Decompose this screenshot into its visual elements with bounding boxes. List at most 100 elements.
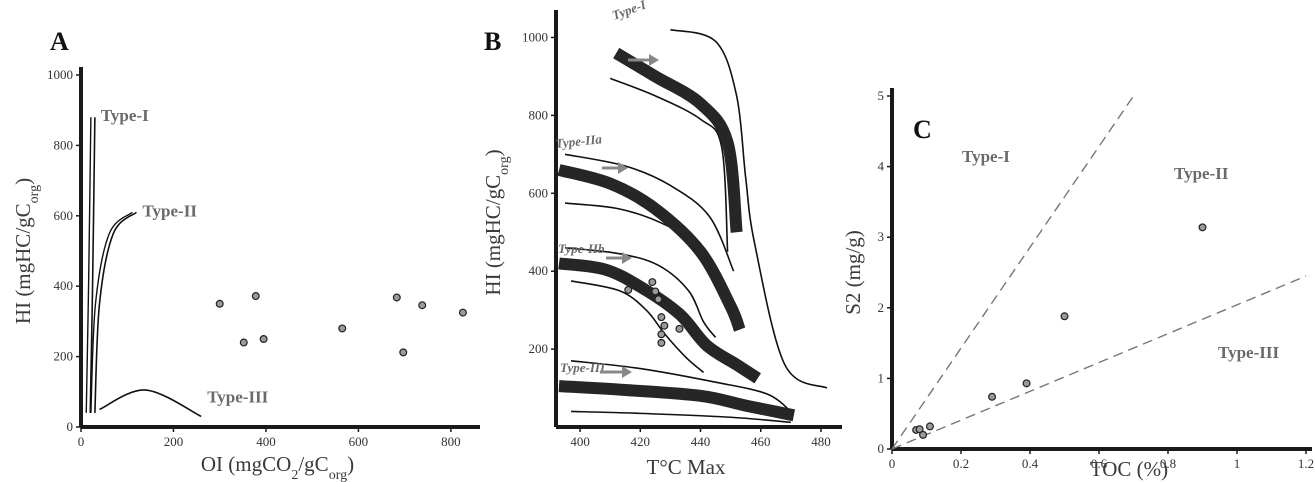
y-axis-title: HI (mgHC/gCorg): [481, 149, 512, 295]
x-tick-label: 1.2: [1298, 456, 1314, 471]
evolution-curve: [99, 389, 202, 418]
data-point: [919, 430, 928, 439]
y-tick-label: 200: [529, 341, 549, 356]
x-axis-title: OI (mgCO2/gCorg): [201, 452, 354, 482]
data-point: [239, 338, 248, 347]
y-tick-label: 1000: [47, 67, 73, 82]
y-tick-label: 1000: [522, 29, 548, 44]
y-tick-label: 0: [878, 441, 885, 456]
y-tick-label: 3: [878, 229, 885, 244]
data-point: [251, 292, 260, 301]
x-axis-title: T°C Max: [647, 455, 726, 479]
x-tick-label: 440: [691, 434, 711, 449]
x-tick-label: 480: [811, 434, 831, 449]
type-pathway: [557, 164, 746, 332]
y-tick-label: 400: [54, 278, 74, 293]
x-tick-label: 200: [164, 434, 184, 449]
x-tick-label: 0: [78, 434, 85, 449]
panel-letter: A: [50, 27, 69, 56]
x-tick-label: 1: [1234, 456, 1241, 471]
envelope-curve: [570, 359, 792, 413]
data-point: [1060, 312, 1069, 321]
type-pathway: [558, 380, 796, 422]
data-point: [392, 293, 401, 302]
x-tick-label: 600: [349, 434, 369, 449]
data-point: [624, 285, 633, 294]
y-tick-label: 4: [878, 159, 885, 174]
type-arrowhead: [649, 54, 659, 66]
y-tick-label: 600: [54, 208, 74, 223]
data-point: [399, 348, 408, 357]
panel-c: 0 0.2 0.4 0.6 0.8 1 1.2 0 1 2 3 4 5 TOC (%) S2 (mg/g) C…: [841, 88, 1314, 481]
evolution-curve: [94, 211, 138, 413]
envelope-curve: [571, 410, 791, 424]
region-label: Type-III: [1218, 343, 1279, 362]
x-tick-label: 460: [751, 434, 771, 449]
data-point: [915, 425, 924, 434]
x-tick-label: 0.8: [1160, 456, 1176, 471]
data-point: [215, 299, 224, 308]
y-tick-label: 1: [878, 370, 885, 385]
type-arrowhead: [618, 162, 628, 174]
x-tick-label: 0.2: [953, 456, 969, 471]
data-point: [657, 338, 666, 347]
type-label: Type-III: [560, 360, 606, 375]
envelope-curve: [564, 247, 717, 338]
data-point: [651, 287, 660, 296]
envelope-curve: [570, 280, 705, 374]
y-tick-label: 2: [878, 300, 885, 315]
type-label: Type-I: [610, 0, 649, 23]
y-tick-label: 600: [529, 185, 549, 200]
x-tick-label: 400: [256, 434, 276, 449]
data-point: [660, 321, 669, 330]
type-pathway: [558, 257, 761, 384]
x-tick-label: 0.6: [1091, 456, 1108, 471]
evolution-curve-inner: [90, 211, 133, 413]
data-point: [259, 335, 268, 344]
y-axis-title: S2 (mg/g): [841, 230, 865, 315]
type-label: Type-IIa: [555, 131, 603, 151]
type-label: Type-IIb: [558, 241, 605, 256]
data-point: [1198, 223, 1207, 232]
x-tick-label: 800: [441, 434, 461, 449]
x-axis-title: TOC (%): [1090, 457, 1168, 481]
panel-b: 400 420 440 460 480 200 400 600 800 1000 T°C Max HI…: [481, 0, 842, 479]
x-tick-label: 0: [889, 456, 896, 471]
region-label: Type-II: [1174, 164, 1229, 183]
y-tick-label: 800: [54, 137, 74, 152]
y-tick-label: 0: [67, 419, 74, 434]
type-label: Type-III: [207, 387, 268, 406]
type-label: Type-II: [142, 201, 197, 220]
data-point: [338, 324, 347, 333]
type-arrowhead: [622, 252, 632, 264]
y-tick-label: 200: [54, 349, 74, 364]
y-tick-label: 800: [529, 107, 549, 122]
data-point: [458, 308, 467, 317]
data-point: [418, 301, 427, 310]
data-point: [654, 295, 663, 304]
evolution-curve: [89, 117, 96, 413]
envelope-curve: [609, 77, 729, 252]
evolution-curve-inner: [85, 117, 92, 413]
x-tick-label: 400: [570, 434, 590, 449]
type-label: Type-I: [101, 106, 149, 125]
boundary-type-i-ii: [891, 95, 1135, 450]
x-tick-label: 0.4: [1022, 456, 1039, 471]
boundary-type-ii-iii: [891, 275, 1307, 450]
data-point: [925, 422, 934, 431]
y-axis-title: HI (mgHC/gCorg): [11, 178, 42, 324]
y-tick-label: 400: [529, 263, 549, 278]
data-point: [675, 324, 684, 333]
y-tick-label: 5: [878, 88, 885, 103]
data-point: [988, 392, 997, 401]
region-label: Type-I: [962, 147, 1010, 166]
type-arrowhead: [622, 366, 632, 378]
envelope-curve: [670, 28, 828, 389]
x-tick-label: 420: [631, 434, 651, 449]
data-point: [648, 278, 657, 287]
panel-letter: B: [484, 27, 501, 56]
data-point: [1022, 379, 1031, 388]
panel-a: 0 200 400 600 800 0 200 400 600 800 1000 OI (mgCO2/…: [11, 27, 480, 482]
panel-letter: C: [913, 115, 932, 144]
